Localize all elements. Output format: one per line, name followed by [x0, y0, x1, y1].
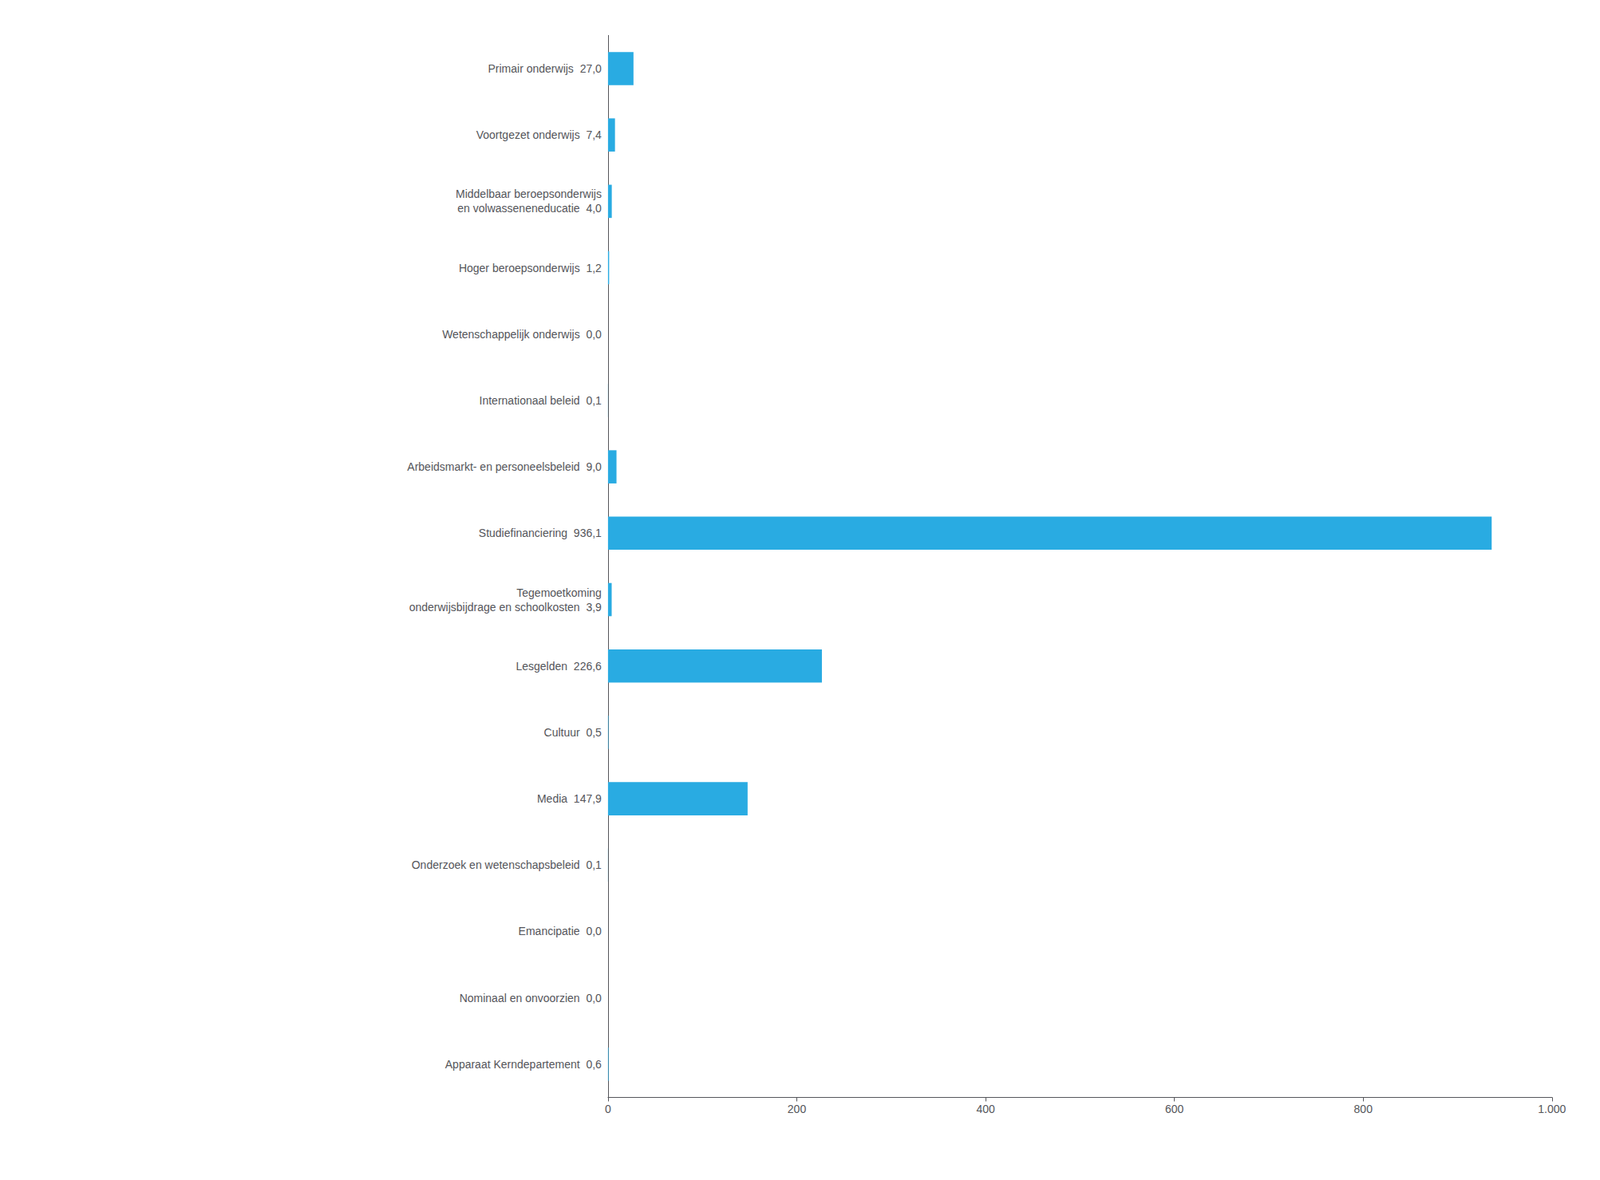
svg-text:0: 0 [604, 1102, 612, 1116]
svg-text:Emancipatie 0,0: Emancipatie 0,0 [518, 924, 602, 938]
svg-text:Nominaal en onvoorzien 0,0: Nominaal en onvoorzien 0,0 [459, 991, 602, 1005]
svg-text:Onderzoek en wetenschapsbeleid: Onderzoek en wetenschapsbeleid 0,1 [411, 858, 602, 872]
svg-text:Wetenschappelijk onderwijs 0,: Wetenschappelijk onderwijs 0,0 [442, 327, 602, 341]
svg-text:600: 600 [1165, 1102, 1185, 1116]
svg-text:en volwasseneneducatie 4,0: en volwasseneneducatie 4,0 [457, 201, 602, 215]
svg-text:Arbeidsmarkt- en personeelsbel: Arbeidsmarkt- en personeelsbeleid 9,0 [406, 460, 602, 474]
svg-text:Studiefinanciering 936,1: Studiefinanciering 936,1 [478, 526, 602, 540]
svg-text:Primair onderwijs 27,0: Primair onderwijs 27,0 [488, 62, 603, 76]
svg-text:200: 200 [787, 1102, 807, 1116]
svg-text:800: 800 [1354, 1102, 1374, 1116]
svg-text:1.000: 1.000 [1537, 1102, 1566, 1116]
svg-text:Apparaat Kerndepartement 0,6: Apparaat Kerndepartement 0,6 [445, 1058, 602, 1071]
svg-text:Internationaal beleid 0,1: Internationaal beleid 0,1 [479, 394, 603, 407]
svg-text:Voortgezet onderwijs 7,4: Voortgezet onderwijs 7,4 [476, 128, 602, 142]
svg-text:Hoger beroepsonderwijs 1,2: Hoger beroepsonderwijs 1,2 [458, 261, 602, 275]
svg-text:onderwijsbijdrage en schoolkos: onderwijsbijdrage en schoolkosten 3,9 [409, 600, 602, 614]
svg-text:Middelbaar beroepsonderwijs: Middelbaar beroepsonderwijs [455, 187, 602, 201]
svg-text:Tegemoetkoming: Tegemoetkoming [516, 586, 602, 600]
svg-text:Lesgelden 226,6: Lesgelden 226,6 [515, 659, 602, 673]
svg-text:400: 400 [975, 1102, 996, 1116]
svg-text:Media 147,9: Media 147,9 [537, 792, 602, 806]
svg-text:Cultuur 0,5: Cultuur 0,5 [544, 726, 603, 739]
